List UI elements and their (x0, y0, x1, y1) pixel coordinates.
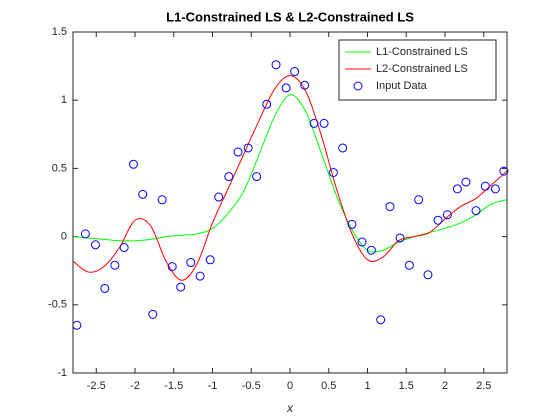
data-point (461, 177, 471, 187)
data-point (442, 210, 452, 220)
x-tick-label: 0.5 (321, 380, 336, 392)
x-tick-label: 1.5 (399, 380, 414, 392)
x-tick-label: -0.5 (242, 380, 261, 392)
data-point (233, 147, 243, 157)
data-point (205, 255, 215, 265)
data-point (110, 260, 120, 270)
data-point (128, 159, 138, 169)
line (73, 94, 507, 253)
y-tick-label: 1 (61, 94, 67, 106)
x-tick-label: -1 (208, 380, 218, 392)
data-point (357, 237, 367, 247)
data-point (271, 60, 281, 70)
x-tick-label: 0 (287, 380, 293, 392)
legend-box (338, 39, 497, 101)
y-tick-label: 0 (61, 231, 67, 243)
data-point (347, 219, 357, 229)
data-point (195, 271, 205, 281)
axes-box (72, 31, 508, 374)
y-tick-label: 1.5 (52, 26, 67, 38)
data-point (186, 258, 196, 268)
data-point (148, 309, 158, 319)
data-point (385, 202, 395, 212)
data-point (176, 282, 186, 292)
data-point (224, 172, 234, 182)
x-tick-label: 2.5 (476, 380, 491, 392)
data-point (395, 233, 405, 243)
data-point (167, 262, 177, 272)
data-point (281, 83, 291, 93)
data-point (499, 166, 509, 176)
data-point (423, 270, 433, 280)
data-point (90, 240, 100, 250)
x-tick-label: 1 (364, 380, 370, 392)
data-point (471, 206, 481, 216)
data-point (214, 192, 224, 202)
x-tick-label: -2.5 (87, 380, 106, 392)
data-point (376, 315, 386, 325)
x-tick-label: 2 (442, 380, 448, 392)
data-point (490, 184, 500, 194)
data-point (404, 260, 414, 270)
x-tick-label: -2 (130, 380, 140, 392)
data-point (480, 181, 490, 191)
data-point (138, 189, 148, 199)
data-point (262, 99, 272, 109)
y-tick-label: -0.5 (48, 299, 67, 311)
line (73, 75, 507, 281)
data-point (243, 143, 253, 153)
data-point (309, 118, 319, 128)
legend-label: Input Data (376, 80, 428, 92)
data-point (414, 195, 424, 205)
legend: L1-Constrained LS L2-Constrained LS Input … (338, 39, 497, 101)
data-point (338, 143, 348, 153)
data-point (100, 283, 110, 293)
data-point (366, 245, 376, 255)
data-point (433, 215, 443, 225)
data-point (300, 80, 310, 90)
chart-title: L1-Constrained LS & L2-Constrained LS (166, 9, 414, 24)
x-tick-label: -1.5 (164, 380, 183, 392)
y-tick-label: -1 (57, 367, 67, 379)
data-point (157, 195, 167, 205)
y-tick-label: 0.5 (52, 162, 67, 174)
data-point (80, 229, 90, 239)
data-point (452, 184, 462, 194)
data-point (252, 172, 262, 182)
legend-label: L1-Constrained LS (376, 46, 468, 58)
legend-swatch (353, 81, 363, 91)
data-point (290, 67, 300, 77)
data-point (319, 118, 329, 128)
data-point (119, 243, 129, 253)
data-point (328, 167, 338, 177)
x-axis-label: x (286, 401, 294, 415)
legend-label: L2-Constrained LS (376, 63, 468, 75)
